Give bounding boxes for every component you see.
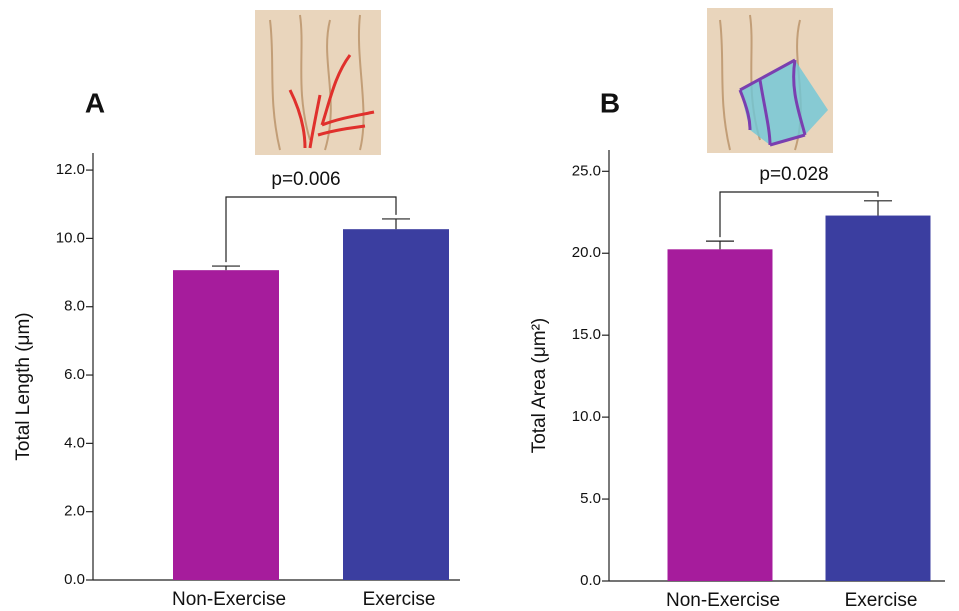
figure: A Total Length (μm) 0.0 2.0 4.0 6.0 8.0 10.0 12.… — [0, 0, 959, 611]
bar — [173, 270, 279, 580]
image-b — [707, 8, 833, 153]
y-tick-label: 4.0 — [64, 434, 85, 451]
y-tick-label: 5.0 — [580, 490, 601, 507]
y-axis-label: Total Length (μm) — [13, 312, 34, 460]
y-tick-label: 6.0 — [64, 366, 85, 383]
y-tick-label: 15.0 — [572, 326, 601, 343]
y-axis-label: Total Area (μm²) — [529, 318, 550, 454]
y-tick-label: 8.0 — [64, 298, 85, 315]
y-tick-label: 20.0 — [572, 244, 601, 261]
annotation: p=0.006 — [271, 169, 340, 190]
bar — [343, 229, 449, 580]
x-tick-label: Non-Exercise — [172, 589, 286, 610]
x-tick-label: Exercise — [363, 589, 436, 610]
y-tick-label: 0.0 — [580, 572, 601, 589]
y-tick-label: 2.0 — [64, 503, 85, 520]
y-tick-label: 10.0 — [572, 408, 601, 425]
bar — [668, 249, 773, 581]
y-tick-label: 0.0 — [64, 571, 85, 588]
panel-label: B — [600, 87, 620, 118]
image-a — [255, 10, 381, 155]
bar — [826, 216, 931, 581]
x-tick-label: Exercise — [845, 590, 918, 611]
y-tick-label: 12.0 — [56, 161, 85, 178]
y-tick-label: 25.0 — [572, 162, 601, 179]
x-tick-label: Non-Exercise — [666, 590, 780, 611]
panel-label: A — [85, 87, 105, 118]
annotation: p=0.028 — [759, 164, 828, 185]
y-tick-label: 10.0 — [56, 229, 85, 246]
